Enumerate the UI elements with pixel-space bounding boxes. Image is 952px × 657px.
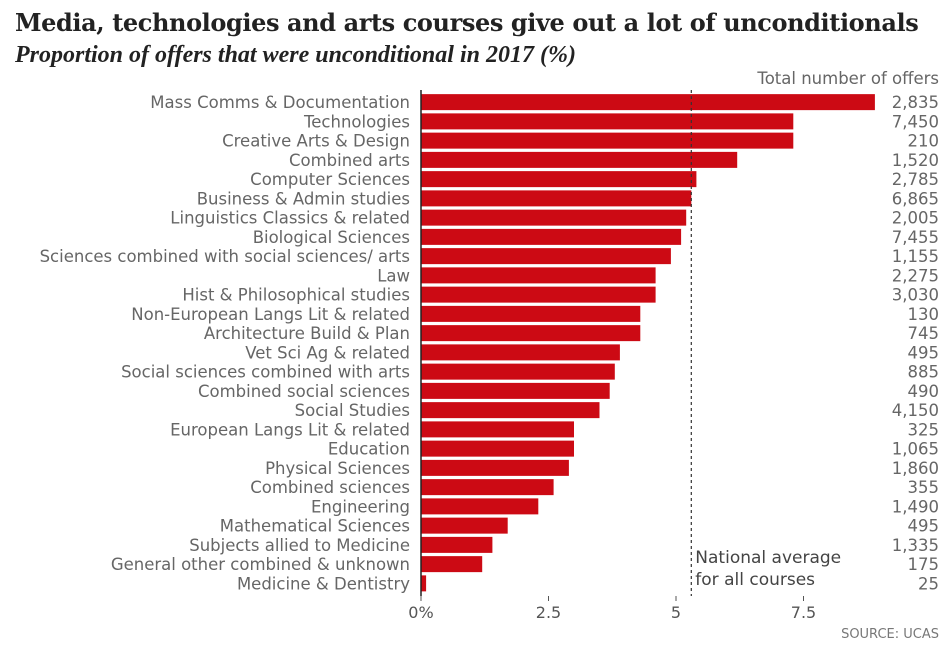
total-offers-label: 130 bbox=[908, 305, 940, 324]
bar bbox=[421, 325, 641, 342]
category-label: Linguistics Classics & related bbox=[170, 209, 410, 228]
bar bbox=[421, 517, 508, 534]
bar bbox=[421, 479, 554, 496]
category-label: Vet Sci Ag & related bbox=[245, 343, 410, 362]
x-axis: 0% 2.5 5 7.5 bbox=[408, 90, 816, 622]
category-label: Social sciences combined with arts bbox=[121, 363, 410, 382]
category-label: General other combined & unknown bbox=[111, 555, 410, 574]
category-label: Subjects allied to Medicine bbox=[189, 536, 410, 555]
total-labels: 2,8357,4502101,5202,7856,8652,0057,4551,… bbox=[892, 93, 939, 593]
bar bbox=[421, 536, 493, 553]
category-label: Combined arts bbox=[289, 151, 410, 170]
x-tick-label: 5 bbox=[671, 603, 681, 622]
category-label: Non-European Langs Lit & related bbox=[131, 305, 410, 324]
total-offers-label: 1,860 bbox=[892, 459, 939, 478]
bar bbox=[421, 402, 600, 419]
category-label: Social Studies bbox=[295, 401, 410, 420]
total-offers-label: 2,275 bbox=[892, 266, 939, 285]
bar bbox=[421, 190, 692, 207]
total-offers-label: 1,155 bbox=[892, 247, 939, 266]
total-offers-label: 1,490 bbox=[892, 497, 939, 516]
bar bbox=[421, 382, 610, 399]
total-offers-label: 2,835 bbox=[892, 93, 939, 112]
total-offers-label: 7,450 bbox=[892, 112, 939, 131]
total-offers-label: 1,520 bbox=[892, 151, 939, 170]
national-average-label: National average for all courses bbox=[695, 548, 846, 590]
total-offers-label: 175 bbox=[908, 555, 940, 574]
bar bbox=[421, 421, 574, 438]
bar bbox=[421, 305, 641, 322]
category-label: European Langs Lit & related bbox=[170, 420, 410, 439]
bar bbox=[421, 556, 483, 573]
total-offers-label: 1,065 bbox=[892, 440, 939, 459]
bar bbox=[421, 94, 875, 111]
category-label: Architecture Build & Plan bbox=[204, 324, 410, 343]
national-average-label-line-1: National average bbox=[695, 548, 841, 568]
bar bbox=[421, 151, 738, 168]
bar bbox=[421, 209, 687, 226]
total-offers-label: 2,785 bbox=[892, 170, 939, 189]
category-labels: Mass Comms & DocumentationTechnologiesCr… bbox=[40, 93, 411, 593]
bar bbox=[421, 267, 656, 284]
bar bbox=[421, 248, 671, 265]
category-label: Biological Sciences bbox=[253, 228, 410, 247]
bar bbox=[421, 440, 574, 457]
totals-header: Total number of offers bbox=[756, 69, 939, 88]
bar bbox=[421, 344, 620, 361]
total-offers-label: 495 bbox=[908, 517, 940, 536]
national-average-label-line-2: for all courses bbox=[695, 570, 815, 590]
category-label: Law bbox=[377, 266, 410, 285]
bar bbox=[421, 363, 615, 380]
category-label: Physical Sciences bbox=[265, 459, 410, 478]
category-label: Creative Arts & Design bbox=[222, 132, 410, 151]
total-offers-label: 355 bbox=[908, 478, 940, 497]
category-label: Medicine & Dentistry bbox=[237, 574, 410, 593]
bar bbox=[421, 286, 656, 303]
category-label: Business & Admin studies bbox=[197, 189, 410, 208]
total-offers-label: 25 bbox=[918, 574, 939, 593]
total-offers-label: 325 bbox=[908, 420, 940, 439]
total-offers-label: 490 bbox=[908, 382, 940, 401]
category-label: Mass Comms & Documentation bbox=[150, 93, 410, 112]
category-label: Engineering bbox=[311, 497, 410, 516]
bar bbox=[421, 498, 539, 515]
total-offers-label: 495 bbox=[908, 343, 940, 362]
category-label: Education bbox=[328, 440, 410, 459]
total-offers-label: 6,865 bbox=[892, 189, 939, 208]
bar bbox=[421, 132, 794, 149]
total-offers-label: 7,455 bbox=[892, 228, 939, 247]
category-label: Technologies bbox=[303, 112, 410, 131]
source-note: SOURCE: UCAS bbox=[841, 627, 939, 642]
total-offers-label: 210 bbox=[908, 132, 940, 151]
chart-subtitle: Proportion of offers that were unconditi… bbox=[15, 42, 576, 68]
total-offers-label: 1,335 bbox=[892, 536, 939, 555]
category-label: Mathematical Sciences bbox=[220, 517, 410, 536]
x-tick-label: 7.5 bbox=[791, 603, 816, 622]
total-offers-label: 2,005 bbox=[892, 209, 939, 228]
total-offers-label: 885 bbox=[908, 363, 940, 382]
bar bbox=[421, 459, 569, 476]
chart-title: Media, technologies and arts courses giv… bbox=[15, 8, 919, 37]
x-tick-label: 0% bbox=[408, 603, 433, 622]
total-offers-label: 3,030 bbox=[892, 286, 939, 305]
bar bbox=[421, 113, 794, 130]
total-offers-label: 745 bbox=[908, 324, 940, 343]
bars-group bbox=[421, 94, 875, 592]
bar bbox=[421, 575, 427, 592]
category-label: Sciences combined with social sciences/ … bbox=[40, 247, 410, 266]
category-label: Computer Sciences bbox=[250, 170, 410, 189]
category-label: Combined sciences bbox=[250, 478, 410, 497]
category-label: Combined social sciences bbox=[198, 382, 410, 401]
total-offers-label: 4,150 bbox=[892, 401, 939, 420]
x-tick-label: 2.5 bbox=[536, 603, 561, 622]
bar bbox=[421, 171, 697, 188]
bar bbox=[421, 228, 682, 245]
category-label: Hist & Philosophical studies bbox=[182, 286, 410, 305]
